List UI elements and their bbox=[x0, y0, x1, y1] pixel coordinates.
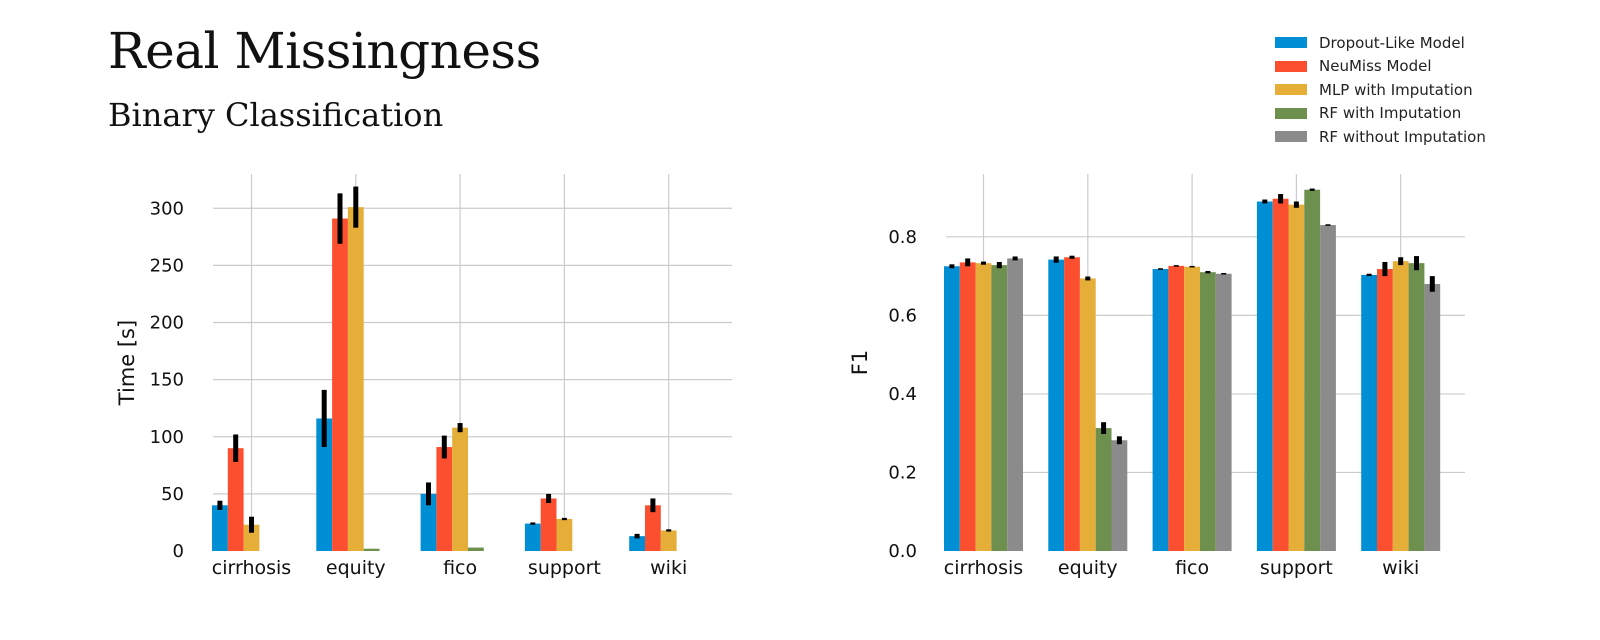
bar-rf-imputation-support bbox=[1304, 189, 1321, 552]
bar-mlp-fico bbox=[452, 427, 468, 551]
bar-dropout-support bbox=[1256, 201, 1273, 552]
legend-item-rf-imputation: RF with Imputation bbox=[1275, 102, 1486, 126]
bar-dropout-fico bbox=[420, 493, 437, 551]
y-axis-label: Time [s] bbox=[115, 320, 139, 406]
legend: Dropout-Like Model NeuMiss Model MLP wit… bbox=[1275, 31, 1486, 149]
bar-rf-no-imputation-equity bbox=[1111, 440, 1128, 551]
x-tick-label: wiki bbox=[1382, 557, 1419, 579]
bar-dropout-cirrhosis bbox=[212, 505, 228, 551]
bar-mlp-wiki bbox=[1392, 261, 1409, 551]
x-tick-label: equity bbox=[326, 557, 386, 579]
bar-neumiss-fico bbox=[1168, 265, 1185, 551]
bar-dropout-cirrhosis bbox=[944, 266, 960, 551]
bar-rf-no-imputation-wiki bbox=[1424, 283, 1441, 551]
bar-neumiss-cirrhosis bbox=[959, 262, 976, 551]
bar-rf-no-imputation-fico bbox=[1215, 273, 1232, 551]
legend-swatch-dropout bbox=[1275, 37, 1307, 49]
y-tick-label: 150 bbox=[150, 370, 184, 391]
bar-dropout-fico bbox=[1152, 269, 1169, 551]
figure-subtitle: Binary Classification bbox=[108, 96, 444, 134]
figure-title: Real Missingness bbox=[108, 22, 541, 80]
bar-mlp-fico bbox=[1184, 266, 1200, 551]
bar-dropout-wiki bbox=[1361, 274, 1377, 551]
bar-mlp-equity bbox=[347, 207, 364, 551]
legend-label-neumiss: NeuMiss Model bbox=[1319, 57, 1432, 76]
bar-mlp-support bbox=[1288, 204, 1305, 551]
y-tick-label: 250 bbox=[150, 255, 184, 276]
bar-neumiss-equity bbox=[332, 218, 348, 551]
y-tick-label: 0.8 bbox=[888, 227, 917, 248]
f1-chart: 0.0 0.2 0.4 0.6 0.8 cirrhosis equity fico suppor… bbox=[848, 174, 1465, 579]
legend-swatch-neumiss bbox=[1275, 60, 1307, 72]
bar-rf-imputation-fico bbox=[1200, 272, 1216, 551]
bar-dropout-equity bbox=[316, 418, 333, 551]
bar-mlp-cirrhosis bbox=[975, 263, 992, 551]
bar-mlp-wiki bbox=[660, 530, 677, 551]
y-tick-label: 0.0 bbox=[888, 541, 917, 562]
bar-dropout-support bbox=[524, 523, 541, 551]
bar-mlp-cirrhosis bbox=[243, 524, 260, 551]
legend-swatch-rf-no-imputation bbox=[1275, 131, 1307, 143]
bar-neumiss-support bbox=[540, 498, 557, 551]
legend-swatch-mlp bbox=[1275, 84, 1307, 96]
bar-rf-imputation-cirrhosis bbox=[991, 265, 1008, 551]
x-tick-label: fico bbox=[1175, 557, 1209, 579]
y-tick-label: 200 bbox=[150, 313, 184, 334]
legend-item-neumiss: NeuMiss Model bbox=[1275, 55, 1486, 79]
legend-label-dropout: Dropout-Like Model bbox=[1319, 33, 1465, 52]
bar-mlp-support bbox=[556, 519, 573, 551]
legend-item-mlp: MLP with Imputation bbox=[1275, 78, 1486, 102]
bar-neumiss-equity bbox=[1064, 257, 1080, 551]
y-tick-label: 100 bbox=[150, 427, 184, 448]
y-axis-label: F1 bbox=[848, 350, 872, 375]
bar-mlp-equity bbox=[1079, 278, 1096, 551]
x-tick-label: equity bbox=[1058, 557, 1118, 579]
bar-neumiss-wiki bbox=[1377, 269, 1393, 551]
bar-dropout-wiki bbox=[629, 536, 645, 551]
x-tick-label: fico bbox=[443, 557, 477, 579]
legend-label-rf-imputation: RF with Imputation bbox=[1319, 104, 1462, 123]
bar-rf-imputation-fico bbox=[468, 547, 484, 551]
bar-neumiss-wiki bbox=[645, 505, 661, 551]
legend-item-dropout: Dropout-Like Model bbox=[1275, 31, 1486, 55]
x-tick-label: wiki bbox=[650, 557, 687, 579]
time-chart: 0 50 100 150 200 250 300 cirrhosis equity fico sup… bbox=[115, 174, 732, 579]
y-tick-label: 0.6 bbox=[888, 305, 917, 326]
x-tick-label: cirrhosis bbox=[212, 557, 291, 579]
legend-label-mlp: MLP with Imputation bbox=[1319, 80, 1473, 99]
bar-neumiss-support bbox=[1272, 198, 1289, 551]
x-tick-label: support bbox=[528, 557, 601, 579]
bar-rf-imputation-equity bbox=[1095, 428, 1112, 551]
legend-label-rf-no-imputation: RF without Imputation bbox=[1319, 127, 1486, 146]
y-tick-label: 0.2 bbox=[888, 462, 917, 483]
x-tick-label: cirrhosis bbox=[944, 557, 1023, 579]
bar-rf-imputation-equity bbox=[363, 548, 380, 551]
legend-item-rf-no-imputation: RF without Imputation bbox=[1275, 125, 1486, 149]
bar-neumiss-fico bbox=[436, 447, 453, 551]
bar-rf-imputation-wiki bbox=[1408, 263, 1425, 551]
y-tick-label: 50 bbox=[161, 484, 184, 505]
bar-rf-no-imputation-support bbox=[1320, 225, 1336, 552]
legend-swatch-rf-imputation bbox=[1275, 107, 1307, 119]
bar-rf-no-imputation-cirrhosis bbox=[1007, 258, 1023, 551]
y-tick-label: 0.4 bbox=[888, 384, 917, 405]
bar-neumiss-cirrhosis bbox=[227, 448, 244, 551]
bar-dropout-equity bbox=[1048, 259, 1065, 551]
y-tick-label: 300 bbox=[150, 198, 184, 219]
y-tick-label: 0 bbox=[173, 541, 184, 562]
x-tick-label: support bbox=[1260, 557, 1333, 579]
